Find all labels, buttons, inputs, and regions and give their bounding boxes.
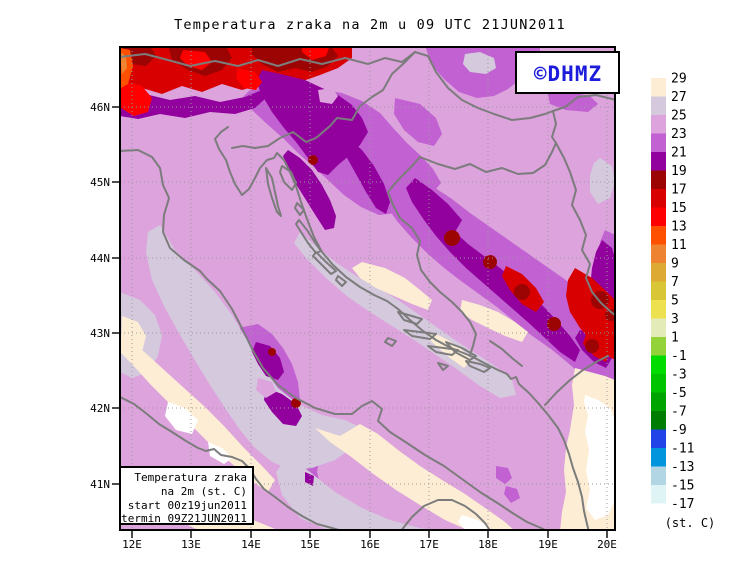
legend-value: -3 (671, 368, 687, 383)
lon-label: 17E (419, 538, 439, 551)
info-line-1: Temperatura zraka (134, 471, 247, 484)
legend-value: 27 (671, 90, 687, 105)
info-box: Temperatura zraka na 2m (st. C) start 00… (119, 466, 254, 525)
legend-value: -11 (671, 442, 694, 457)
legend-value: -1 (671, 349, 687, 364)
legend-value: 17 (671, 183, 687, 198)
temperature-map (120, 47, 615, 530)
legend-swatch (651, 281, 666, 300)
legend-value: -17 (671, 497, 694, 512)
legend-value: -9 (671, 423, 687, 438)
legend-swatch (651, 263, 666, 282)
dhmz-logo: ©DHMZ (515, 51, 620, 94)
lon-label: 19E (538, 538, 558, 551)
lat-label: 43N (90, 327, 110, 340)
lon-label: 18E (478, 538, 498, 551)
lon-label: 13E (181, 538, 201, 551)
legend-swatch (651, 207, 666, 226)
legend-value: 3 (671, 312, 679, 327)
legend-value: 29 (671, 72, 687, 87)
dhmz-logo-text: ©DHMZ (534, 62, 602, 86)
lon-label: 20E (597, 538, 617, 551)
grid-lines (120, 47, 615, 530)
axis-ticks (112, 106, 608, 538)
legend-value: 13 (671, 220, 687, 235)
legend-value: 19 (671, 164, 687, 179)
legend-value: -5 (671, 386, 687, 401)
legend-value: 25 (671, 109, 687, 124)
color-legend: 29 27 25 23 21 19 17 15 13 11 9 7 5 3 1 -1 -3 -5 -7 -9 -11 -1… (651, 72, 694, 512)
legend-value: 7 (671, 275, 679, 290)
lat-label: 46N (90, 101, 110, 114)
lon-label: 14E (241, 538, 261, 551)
temp-region-plum-in-apennines (256, 378, 276, 398)
legend-swatch (651, 189, 666, 208)
dhmz-logo-box (515, 51, 620, 94)
info-line-2: na 2m (st. C) (161, 485, 247, 498)
legend-swatch (651, 429, 666, 448)
legend-swatch (651, 355, 666, 374)
legend-swatch (651, 96, 666, 115)
legend-value: 15 (671, 201, 687, 216)
legend-swatch (651, 411, 666, 430)
coastline (120, 126, 590, 530)
map-frame (119, 46, 616, 531)
legend-swatch (651, 374, 666, 393)
lat-label: 41N (90, 478, 110, 491)
temp-region-plum-in-slovenia (318, 88, 338, 104)
lon-label: 12E (122, 538, 142, 551)
page-title: Temperatura zraka na 2m u 09 UTC 21JUN20… (174, 17, 566, 33)
legend-value: 21 (671, 146, 687, 161)
country-borders (120, 51, 615, 406)
legend-value: 9 (671, 257, 679, 272)
lat-label: 42N (90, 402, 110, 415)
legend-swatch (651, 485, 666, 504)
legend-swatch (651, 300, 666, 319)
legend-swatch (651, 133, 666, 152)
legend-value: 23 (671, 127, 687, 142)
lat-label: 45N (90, 176, 110, 189)
legend-swatch (651, 170, 666, 189)
lon-label: 15E (300, 538, 320, 551)
legend-swatch (651, 448, 666, 467)
legend-swatch (651, 152, 666, 171)
legend-value: 1 (671, 331, 679, 346)
legend-value: 11 (671, 238, 687, 253)
legend-swatch (651, 318, 666, 337)
legend-swatch (651, 392, 666, 411)
legend-value: -15 (671, 479, 694, 494)
legend-swatch (651, 466, 666, 485)
lat-label: 44N (90, 252, 110, 265)
legend-swatch (651, 337, 666, 356)
axis-labels: 12E 13E 14E 15E 16E 17E 18E 19E 20E 46N 45N 44N 43N 4… (90, 101, 617, 551)
legend-units: (st. C) (665, 516, 716, 530)
info-line-4: termin 09Z21JUN2011 (121, 512, 247, 525)
legend-swatch (651, 244, 666, 263)
legend-value: -7 (671, 405, 687, 420)
info-box-frame (119, 466, 254, 525)
info-line-3: start 00z19jun2011 (128, 499, 247, 512)
legend-swatch (651, 226, 666, 245)
legend-swatch (651, 115, 666, 134)
legend-value: 5 (671, 294, 679, 309)
lon-label: 16E (360, 538, 380, 551)
legend-value: -13 (671, 460, 694, 475)
legend-swatch (651, 78, 666, 97)
temp-region-23-25-wedge (484, 196, 552, 242)
